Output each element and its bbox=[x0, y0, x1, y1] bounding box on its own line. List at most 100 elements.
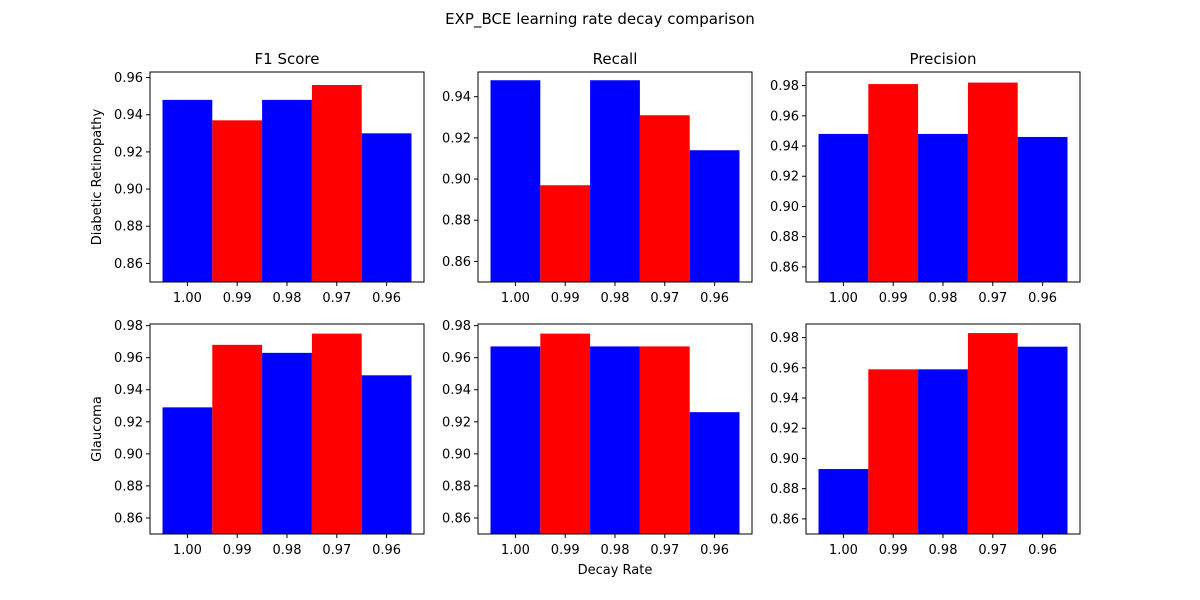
y-tick-label: 0.90 bbox=[770, 452, 799, 467]
row-label-glaucoma: Glaucoma bbox=[90, 396, 105, 462]
bar bbox=[311, 333, 362, 534]
subplot-panel: 0.86 0.88 0.90 0.92 0.94 0.96 1.00 0.99 0.98 0.97… bbox=[114, 71, 425, 306]
bar bbox=[590, 80, 640, 283]
subplot-panel: 0.86 0.88 0.90 0.92 0.94 0.96 0.98 1.00 0.99 0.98… bbox=[442, 319, 753, 558]
y-tick-label: 0.94 bbox=[114, 383, 143, 398]
x-tick-label: 0.96 bbox=[1028, 291, 1057, 306]
subplot-panel: 0.86 0.88 0.90 0.92 0.94 1.00 0.99 0.98 0.97 0.96 bbox=[442, 71, 753, 306]
x-tick-label: 1.00 bbox=[501, 543, 530, 558]
bar bbox=[212, 120, 263, 282]
y-tick-label: 0.92 bbox=[114, 145, 143, 160]
bar bbox=[540, 333, 591, 534]
x-tick-label: 0.98 bbox=[929, 543, 958, 558]
bar bbox=[1017, 136, 1068, 282]
x-tick-label: 1.00 bbox=[173, 543, 202, 558]
x-tick-label: 0.98 bbox=[273, 291, 302, 306]
bar bbox=[162, 407, 213, 534]
bar bbox=[868, 84, 919, 282]
column-title-f1-score: F1 Score bbox=[255, 50, 320, 68]
y-tick-label: 0.90 bbox=[114, 447, 143, 462]
bar bbox=[818, 133, 869, 282]
x-tick-label: 0.97 bbox=[322, 291, 351, 306]
x-tick-label: 0.96 bbox=[372, 291, 401, 306]
x-tick-label: 0.99 bbox=[223, 291, 252, 306]
y-tick-label: 0.88 bbox=[114, 479, 143, 494]
y-tick-label: 0.90 bbox=[770, 200, 799, 215]
y-tick-label: 0.98 bbox=[114, 319, 143, 334]
y-tick-label: 0.92 bbox=[442, 415, 471, 430]
y-tick-label: 0.96 bbox=[442, 351, 471, 366]
bar bbox=[967, 333, 1018, 534]
y-tick-label: 0.88 bbox=[770, 230, 799, 245]
y-tick-label: 0.90 bbox=[442, 447, 471, 462]
bar bbox=[818, 469, 869, 534]
y-tick-label: 0.98 bbox=[442, 319, 471, 334]
bar bbox=[639, 346, 690, 534]
x-tick-label: 0.99 bbox=[879, 543, 908, 558]
row-label-diabetic-retinopathy: Diabetic Retinopathy bbox=[90, 108, 105, 245]
y-tick-label: 0.88 bbox=[114, 220, 143, 235]
y-tick-label: 0.98 bbox=[770, 79, 799, 94]
x-tick-label: 0.96 bbox=[1028, 543, 1057, 558]
y-tick-label: 0.96 bbox=[114, 71, 143, 86]
y-tick-label: 0.94 bbox=[770, 140, 799, 155]
x-tick-label: 1.00 bbox=[829, 291, 858, 306]
bar bbox=[639, 115, 690, 283]
x-tick-label: 0.96 bbox=[700, 543, 729, 558]
x-tick-label: 0.97 bbox=[650, 543, 679, 558]
bar bbox=[868, 369, 919, 534]
bar bbox=[212, 344, 263, 534]
x-tick-label: 0.97 bbox=[978, 291, 1007, 306]
y-tick-label: 0.90 bbox=[442, 173, 471, 188]
x-axis-label: Decay Rate bbox=[578, 563, 653, 578]
bar bbox=[967, 82, 1018, 282]
y-tick-label: 0.94 bbox=[770, 392, 799, 407]
x-tick-label: 0.97 bbox=[650, 291, 679, 306]
bar bbox=[162, 99, 213, 282]
bar bbox=[262, 352, 312, 534]
y-tick-label: 0.94 bbox=[442, 383, 471, 398]
y-tick-label: 0.86 bbox=[770, 512, 799, 527]
bar bbox=[689, 150, 740, 282]
bar bbox=[311, 85, 362, 282]
x-tick-label: 0.98 bbox=[929, 291, 958, 306]
bar bbox=[540, 185, 591, 282]
x-tick-label: 0.99 bbox=[223, 543, 252, 558]
subplot-panel: 0.86 0.88 0.90 0.92 0.94 0.96 0.98 1.00 0.99 0.98… bbox=[114, 319, 425, 558]
y-tick-label: 0.86 bbox=[114, 257, 143, 272]
bar bbox=[490, 346, 541, 534]
x-tick-label: 0.96 bbox=[700, 291, 729, 306]
y-tick-label: 0.94 bbox=[114, 108, 143, 123]
x-tick-label: 0.99 bbox=[551, 543, 580, 558]
y-tick-label: 0.86 bbox=[442, 511, 471, 526]
y-tick-label: 0.92 bbox=[114, 415, 143, 430]
y-tick-label: 0.96 bbox=[770, 109, 799, 124]
x-tick-label: 0.97 bbox=[322, 543, 351, 558]
y-tick-label: 0.92 bbox=[770, 170, 799, 185]
column-title-recall: Recall bbox=[593, 50, 638, 68]
y-tick-label: 0.92 bbox=[442, 131, 471, 146]
subplot-panel: 0.86 0.88 0.90 0.92 0.94 0.96 0.98 1.00 0.99 0.98… bbox=[770, 323, 1081, 558]
subplot-panel: 0.86 0.88 0.90 0.92 0.94 0.96 0.98 1.00 0.99 0.98… bbox=[770, 71, 1081, 306]
bar bbox=[918, 133, 968, 282]
y-tick-label: 0.92 bbox=[770, 422, 799, 437]
bar bbox=[262, 99, 312, 282]
x-tick-label: 1.00 bbox=[501, 291, 530, 306]
column-title-precision: Precision bbox=[910, 50, 977, 68]
y-tick-label: 0.96 bbox=[770, 361, 799, 376]
bar bbox=[490, 80, 541, 283]
x-tick-label: 0.98 bbox=[601, 291, 630, 306]
y-tick-label: 0.90 bbox=[114, 183, 143, 198]
x-tick-label: 0.98 bbox=[601, 543, 630, 558]
bar bbox=[918, 369, 968, 534]
bar bbox=[590, 346, 640, 534]
bar bbox=[361, 375, 412, 534]
figure-title: EXP_BCE learning rate decay comparison bbox=[445, 10, 755, 29]
x-tick-label: 1.00 bbox=[173, 291, 202, 306]
x-tick-label: 0.99 bbox=[551, 291, 580, 306]
bar bbox=[689, 412, 740, 534]
y-tick-label: 0.88 bbox=[442, 479, 471, 494]
x-tick-label: 0.98 bbox=[273, 543, 302, 558]
y-tick-label: 0.86 bbox=[442, 255, 471, 270]
